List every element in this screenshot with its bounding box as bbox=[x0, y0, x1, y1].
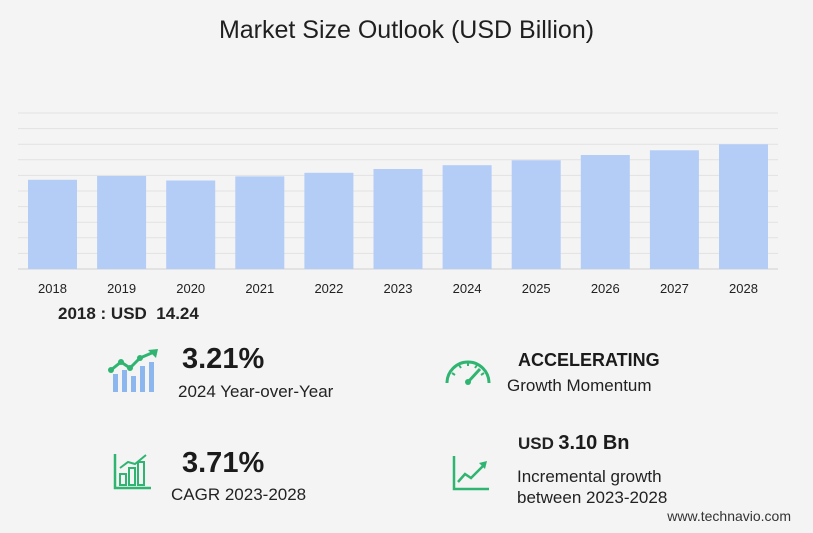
bar-2022 bbox=[304, 172, 354, 269]
chart-title: Market Size Outlook (USD Billion) bbox=[218, 16, 595, 44]
x-tick-label: 2023 bbox=[384, 281, 413, 296]
bar-chart-icon bbox=[113, 454, 151, 490]
incremental-label-line2: between 2023-2028 bbox=[517, 488, 668, 507]
x-tick-label: 2026 bbox=[591, 281, 620, 296]
bar-2025 bbox=[511, 160, 561, 269]
speedometer-icon bbox=[445, 360, 491, 385]
bar-2021 bbox=[235, 176, 285, 269]
bar-2027 bbox=[649, 150, 699, 269]
bar-2024 bbox=[442, 165, 492, 269]
source-watermark: www.technavio.com bbox=[667, 508, 791, 524]
x-tick-label: 2022 bbox=[314, 281, 343, 296]
cagr-stat: 3.71% bbox=[182, 447, 264, 480]
x-tick-label: 2028 bbox=[729, 281, 758, 296]
growth-chart-icon bbox=[108, 349, 158, 392]
incremental-label-wrap: Incremental growth between 2023-2028 bbox=[517, 466, 667, 508]
bar-2018 bbox=[28, 179, 77, 269]
momentum-value: ACCELERATING bbox=[518, 350, 660, 370]
bar-2023 bbox=[373, 169, 423, 269]
bar-chart: 2018 2019 2020 2021 2022 2023 2024 2025 2026 2027… bbox=[18, 112, 778, 296]
x-tick-label: 2020 bbox=[176, 281, 205, 296]
bar-2020 bbox=[166, 180, 216, 269]
bar-2026 bbox=[580, 155, 630, 269]
trend-line-icon bbox=[452, 456, 489, 491]
incremental-unit: USD bbox=[518, 434, 554, 453]
bar-2019 bbox=[97, 176, 147, 269]
base-year-summary: 2018 : USD 14.24 bbox=[58, 304, 199, 324]
momentum-label-wrap: Growth Momentum bbox=[507, 376, 652, 396]
summary-label: 2018 : USD bbox=[58, 304, 147, 323]
yoy-label-wrap: 2024 Year-over-Year bbox=[178, 382, 333, 402]
summary-value: 14.24 bbox=[156, 304, 199, 323]
momentum-stat: ACCELERATING bbox=[518, 350, 660, 371]
x-tick-label: 2018 bbox=[38, 281, 67, 296]
x-tick-label: 2021 bbox=[245, 281, 274, 296]
cagr-value: 3.71% bbox=[182, 447, 265, 479]
cagr-label-wrap: CAGR 2023-2028 bbox=[171, 485, 306, 505]
incremental-value: 3.10 Bn bbox=[558, 432, 630, 454]
yoy-value: 3.21% bbox=[182, 343, 265, 375]
bar-2028 bbox=[719, 144, 768, 269]
yoy-label: 2024 Year-over-Year bbox=[178, 382, 334, 401]
x-tick-label: 2019 bbox=[107, 281, 136, 296]
momentum-label: Growth Momentum bbox=[507, 376, 652, 395]
yoy-stat: 3.21% bbox=[182, 343, 264, 376]
x-tick-label: 2024 bbox=[453, 281, 482, 296]
cagr-label: CAGR 2023-2028 bbox=[171, 485, 307, 504]
incremental-stat: USD 3.10 Bn bbox=[518, 432, 630, 455]
x-tick-label: 2025 bbox=[522, 281, 551, 296]
x-tick-label: 2027 bbox=[660, 281, 689, 296]
incremental-label-line1: Incremental growth bbox=[517, 467, 662, 486]
